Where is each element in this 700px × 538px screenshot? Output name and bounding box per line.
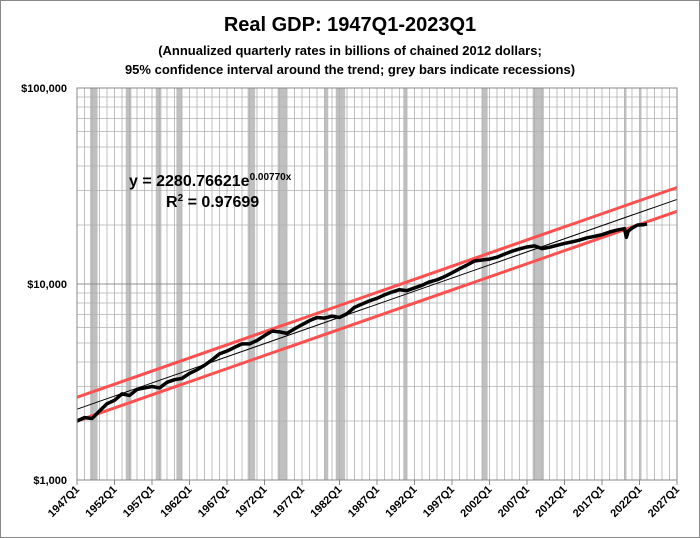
x-tick-label: 1952Q1: [83, 484, 119, 520]
x-tick-label: 2012Q1: [533, 484, 569, 520]
chart-subtitle-1: (Annualized quarterly rates in billions …: [158, 43, 542, 58]
x-tick-label: 1962Q1: [158, 484, 194, 520]
x-tick-label: 2002Q1: [458, 484, 494, 520]
x-tick-label: 2017Q1: [571, 484, 607, 520]
x-tick-label: 1987Q1: [346, 484, 382, 520]
x-tick-label: 1997Q1: [421, 484, 457, 520]
y-tick-label: $100,000: [21, 83, 67, 95]
x-tick-label: 1992Q1: [383, 484, 419, 520]
x-tick-label: 2022Q1: [608, 484, 644, 520]
x-tick-label: 1982Q1: [308, 484, 344, 520]
x-tick-label: 1957Q1: [121, 484, 157, 520]
x-tick-label: 1977Q1: [271, 484, 307, 520]
trend-line: [76, 198, 678, 410]
chart-title: Real GDP: 1947Q1-2023Q1: [224, 14, 476, 36]
x-tick-label: 2027Q1: [646, 484, 682, 520]
upper-confidence-line: [76, 186, 678, 399]
y-tick-label: $10,000: [27, 279, 67, 291]
chart-subtitle-2: 95% confidence interval around the trend…: [125, 62, 575, 77]
x-tick-label: 1972Q1: [233, 484, 269, 520]
x-tick-label: 1967Q1: [196, 484, 232, 520]
x-tick-label: 2007Q1: [496, 484, 532, 520]
r-squared: R2 = 0.97699: [166, 193, 259, 211]
y-tick-label: $1,000: [33, 475, 67, 487]
x-tick-label: 1947Q1: [46, 484, 82, 520]
trend-equation: y = 2280.76621e0.00770x: [129, 172, 292, 190]
lower-confidence-line: [76, 209, 678, 423]
gdp-series-line: [76, 222, 648, 423]
